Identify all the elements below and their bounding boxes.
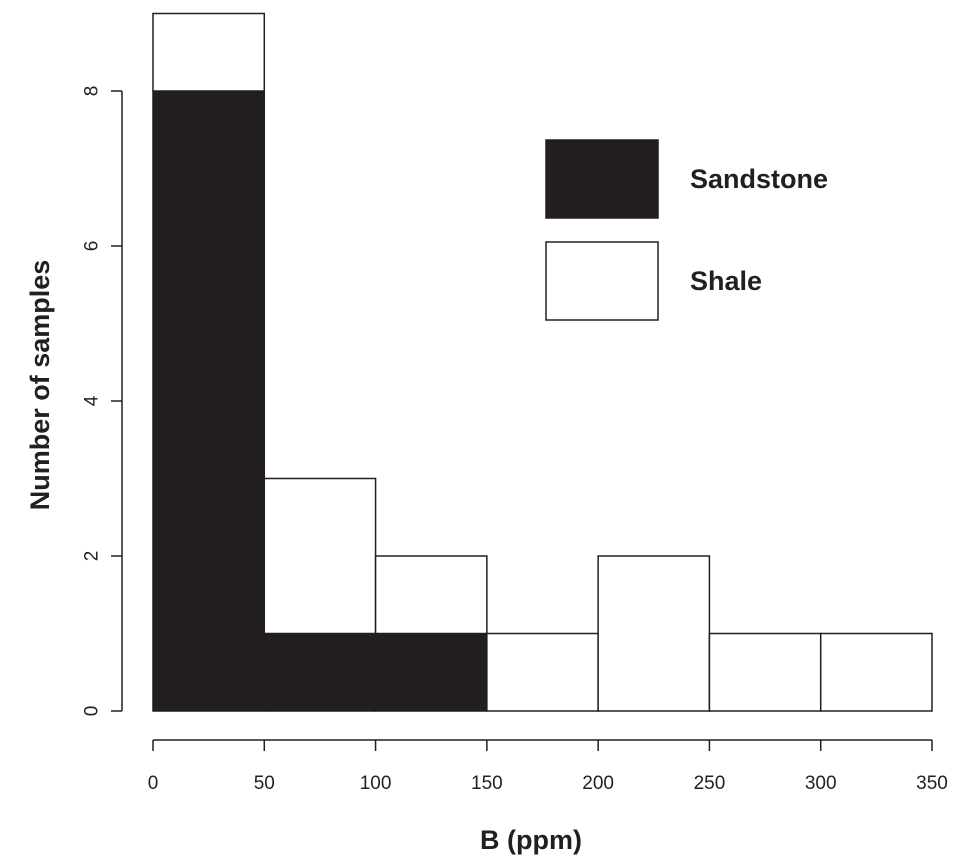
x-tick-label-150: 150 xyxy=(471,773,503,794)
x-tick-label-50: 50 xyxy=(254,773,275,794)
bar-sandstone-50-100 xyxy=(263,632,377,712)
bar-shale-300-350 xyxy=(819,632,933,712)
legend-label-shale: Shale xyxy=(690,266,762,296)
bar-sandstone-100-150 xyxy=(374,632,488,712)
legend: Sandstone Shale xyxy=(545,139,828,321)
y-tick-label-2: 2 xyxy=(82,551,103,562)
bar-shale-250-300 xyxy=(708,632,822,712)
x-tick-label-100: 100 xyxy=(360,773,392,794)
y-tick-label-8: 8 xyxy=(82,86,103,97)
y-tick-label-4: 4 xyxy=(82,395,103,406)
x-tick-label-250: 250 xyxy=(694,773,726,794)
bars xyxy=(152,12,933,712)
x-tick-label-350: 350 xyxy=(916,773,948,794)
y-tick-label-6: 6 xyxy=(82,241,103,252)
x-tick-label-300: 300 xyxy=(805,773,837,794)
y-axis: 0 2 4 6 8 xyxy=(82,86,123,717)
x-tick-label-200: 200 xyxy=(582,773,614,794)
legend-label-sandstone: Sandstone xyxy=(690,164,828,194)
y-axis-title: Number of samples xyxy=(25,260,55,511)
bar-shale-100-150 xyxy=(374,555,488,635)
x-axis: 0 50 100 150 200 250 300 350 xyxy=(148,739,948,794)
y-tick-label-0: 0 xyxy=(82,706,103,717)
bar-shale-150-200 xyxy=(486,632,599,712)
bar-shale-200-250 xyxy=(597,555,711,712)
bar-shale-50-100 xyxy=(263,477,377,635)
x-axis-title: B (ppm) xyxy=(480,825,582,855)
legend-swatch-shale xyxy=(545,241,659,321)
legend-swatch-sandstone xyxy=(545,139,659,219)
bar-shale-0-50 xyxy=(152,12,266,92)
x-tick-label-0: 0 xyxy=(148,773,159,794)
bar-sandstone-0-50 xyxy=(152,90,266,712)
